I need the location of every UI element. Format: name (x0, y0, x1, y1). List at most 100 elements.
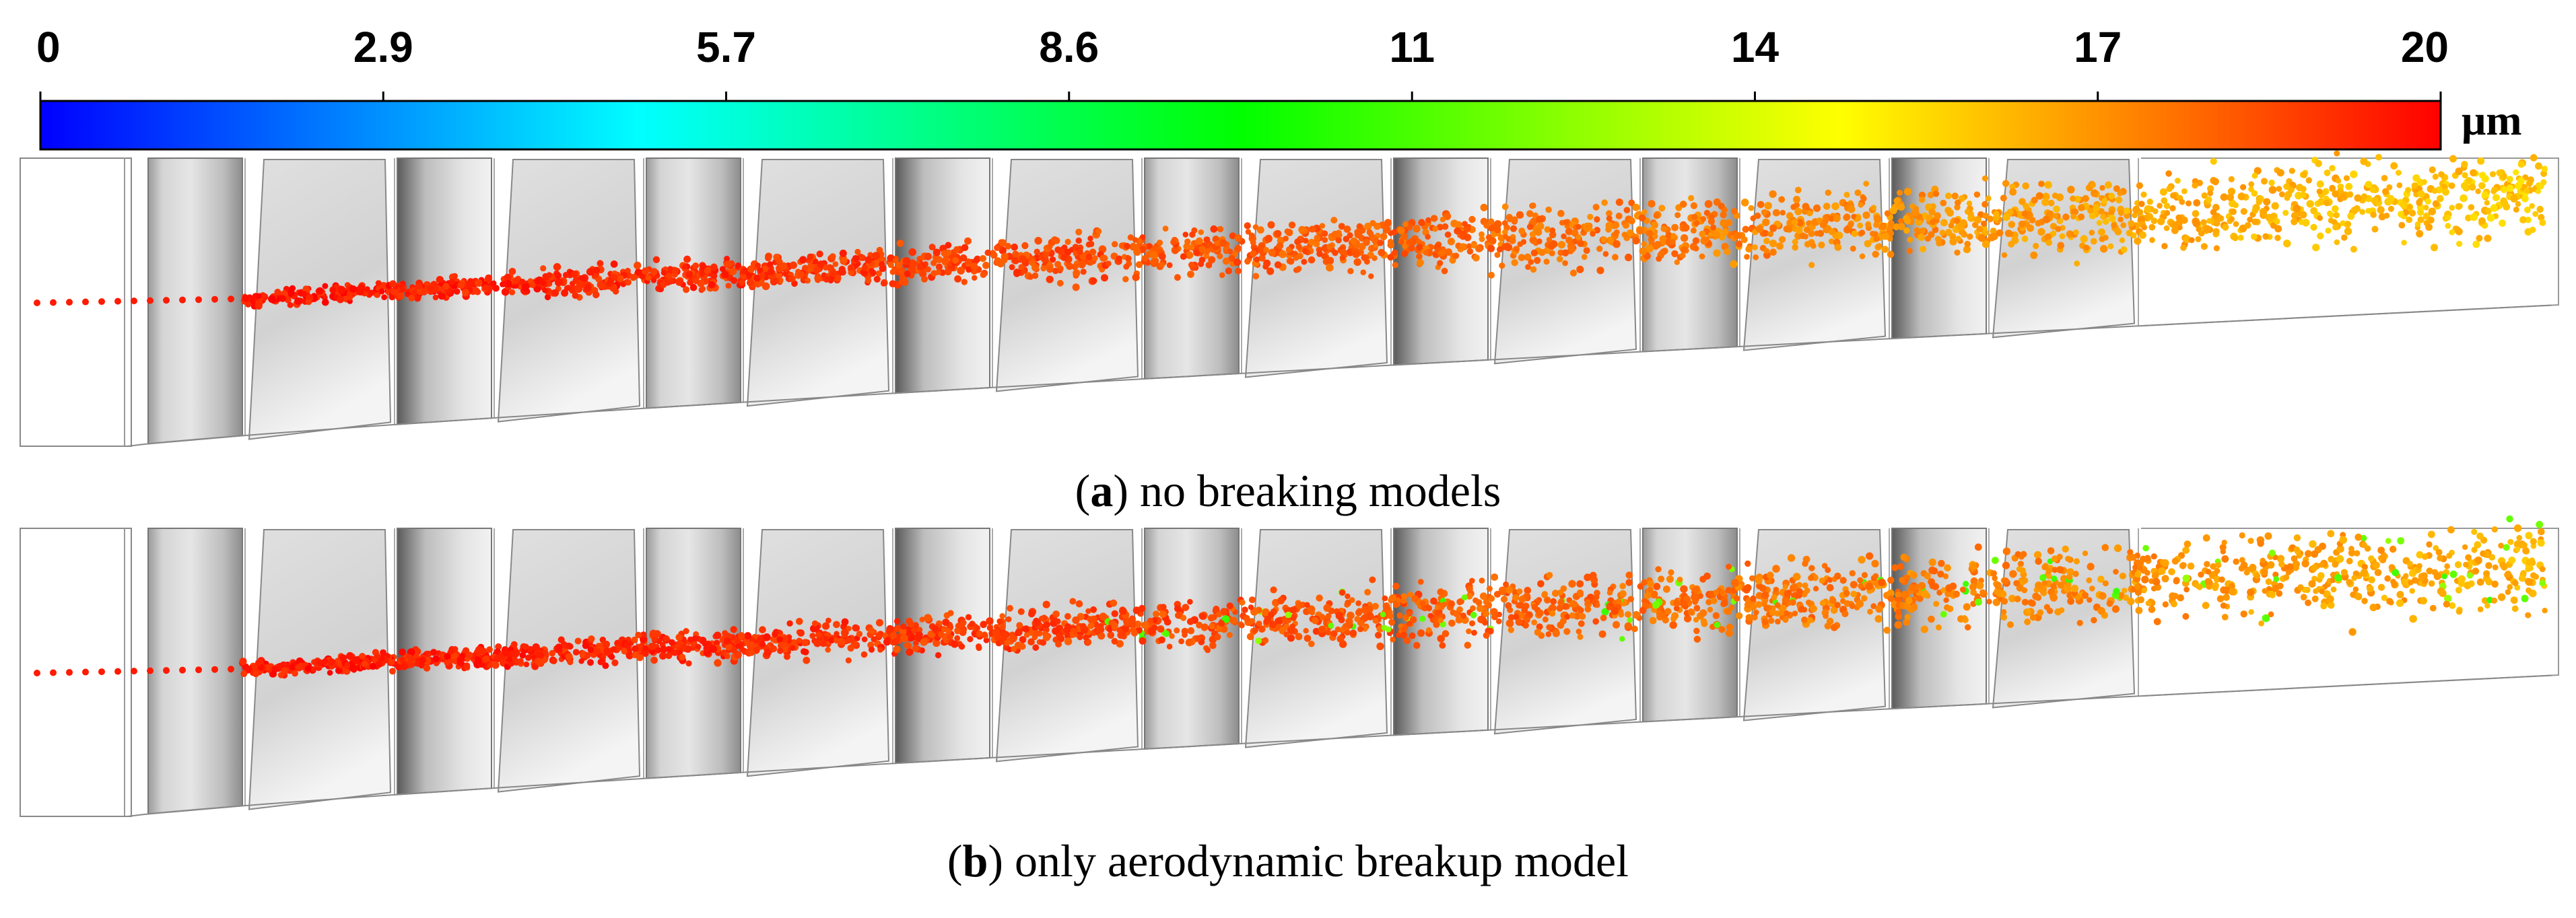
droplet (1233, 258, 1242, 267)
droplet (378, 288, 385, 295)
droplet (2126, 229, 2133, 237)
droplet (352, 656, 360, 664)
droplet (1534, 629, 1542, 636)
droplet (954, 635, 961, 641)
droplet (1726, 623, 1734, 631)
droplet (1490, 608, 1498, 616)
droplet (467, 280, 475, 289)
droplet (1975, 598, 1982, 606)
droplet (1884, 210, 1891, 217)
colorbar-tick-label: 5.7 (696, 23, 756, 71)
droplet (2454, 561, 2462, 569)
droplet (2177, 594, 2184, 602)
droplet (1796, 581, 1802, 588)
droplet (1087, 236, 1093, 242)
droplet (1246, 633, 1254, 641)
droplet (389, 668, 396, 675)
droplet (1275, 617, 1283, 625)
droplet (1486, 586, 1493, 592)
droplet (597, 658, 605, 666)
droplet (399, 648, 406, 656)
droplet (322, 298, 329, 306)
droplet (1263, 246, 1270, 253)
droplet (2334, 239, 2340, 246)
droplet (1639, 247, 1647, 255)
droplet (1112, 241, 1118, 248)
droplet (691, 635, 699, 642)
droplet (990, 251, 998, 259)
droplet (2274, 234, 2281, 242)
droplet (1700, 216, 1707, 222)
droplet (330, 287, 337, 293)
droplet (2152, 208, 2159, 215)
droplet (2169, 592, 2177, 600)
droplet (1693, 616, 1699, 623)
droplet (2332, 190, 2340, 198)
droplet (2512, 579, 2519, 586)
droplet (1939, 229, 1946, 236)
droplet (1258, 625, 1266, 633)
droplet (2212, 178, 2219, 186)
droplet (803, 656, 811, 664)
droplet (1955, 199, 1961, 206)
droplet (1135, 261, 1143, 269)
droplet (2030, 251, 2038, 259)
droplet (2138, 231, 2146, 239)
droplet (1258, 254, 1266, 262)
droplet (998, 239, 1007, 247)
droplet (2087, 563, 2095, 571)
droplet (2161, 243, 2168, 250)
droplet (228, 295, 234, 303)
droplet (784, 653, 790, 660)
droplet (913, 640, 919, 646)
droplet (131, 668, 137, 675)
droplet (1384, 225, 1390, 232)
droplet (1304, 602, 1310, 608)
droplet (2375, 153, 2382, 161)
droplet (1269, 621, 1277, 629)
droplet (1584, 573, 1592, 581)
droplet (457, 281, 465, 289)
droplet (2067, 186, 2075, 194)
droplet (2182, 612, 2190, 620)
droplet (1568, 579, 1576, 588)
droplet (924, 614, 932, 622)
droplet (2263, 198, 2271, 206)
droplet (739, 279, 746, 286)
droplet (211, 295, 218, 303)
droplet (1388, 619, 1396, 626)
droplet (1680, 234, 1689, 242)
droplet (2175, 214, 2183, 221)
droplet (2044, 233, 2052, 241)
droplet (1511, 216, 1518, 223)
droplet (1992, 598, 2000, 606)
droplet (2282, 574, 2290, 581)
droplet (2317, 232, 2324, 240)
droplet (1693, 635, 1701, 643)
droplet (2336, 544, 2344, 553)
droplet (1955, 236, 1962, 242)
droplet (776, 258, 782, 264)
droplet (1769, 608, 1776, 616)
droplet (603, 648, 611, 656)
droplet (519, 651, 527, 659)
droplet (1565, 227, 1573, 236)
droplet (2142, 544, 2149, 552)
droplet (1511, 259, 1518, 267)
droplet (583, 284, 592, 292)
droplet (669, 639, 675, 646)
droplet (1516, 211, 1524, 219)
droplet (1679, 201, 1687, 208)
droplet (1783, 225, 1790, 233)
droplet (2332, 224, 2339, 231)
droplet (899, 627, 907, 636)
droplet (2135, 606, 2143, 614)
droplet (490, 280, 497, 287)
droplet (1303, 628, 1309, 634)
droplet (2501, 199, 2509, 207)
droplet (1064, 637, 1073, 645)
droplet (2510, 195, 2518, 203)
droplet (2034, 551, 2042, 559)
droplet (1530, 249, 1538, 256)
droplet (2431, 188, 2438, 194)
